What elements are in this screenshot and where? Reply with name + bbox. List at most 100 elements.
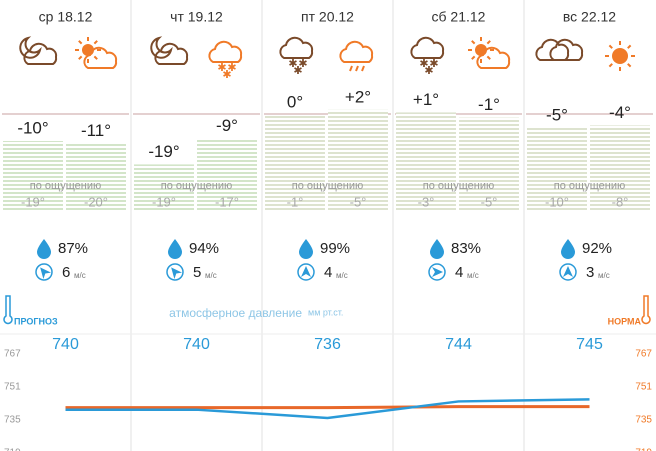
temp-bar (66, 143, 126, 212)
pressure-value: 740 (52, 336, 79, 353)
wind-arrow (432, 267, 443, 277)
wind-unit: м/с (205, 271, 217, 280)
wind-circle (166, 263, 184, 281)
thermometer-icon (641, 295, 651, 325)
wind-circle (559, 263, 577, 281)
pressure-value: 736 (314, 336, 341, 353)
snowflake: ✱ (288, 58, 297, 70)
moon (19, 36, 42, 59)
feels-like: -1° (287, 194, 304, 209)
drop-icon (37, 239, 51, 259)
wind-speed: 3 (586, 264, 594, 281)
wind-unit: м/с (336, 271, 348, 280)
sun-ray (627, 63, 632, 68)
temp-label: -11° (81, 121, 111, 140)
snowflake: ✱ (429, 58, 438, 70)
cloud (154, 42, 189, 65)
date: вс 22.12 (563, 9, 616, 25)
cloud (410, 36, 445, 59)
cloud (23, 42, 58, 65)
snowflake: ✱ (222, 69, 231, 81)
feels-like: -19° (152, 194, 176, 209)
temp-bar (527, 128, 587, 212)
feels-caption: по ощущению (423, 180, 494, 192)
snowflake: ✱ (424, 65, 433, 77)
y-tick-label: 751 (4, 382, 21, 393)
wind-icon (428, 263, 446, 281)
humidity: 83% (451, 240, 481, 257)
drop-icon (561, 239, 575, 259)
wind-icon (166, 263, 184, 281)
date: чт 19.12 (170, 9, 223, 25)
temp-label: 0° (287, 92, 303, 111)
temp-bar (3, 141, 63, 212)
rain (349, 65, 365, 72)
sun-ray (93, 55, 98, 60)
thermometer-icon (3, 295, 13, 325)
cloud (83, 46, 118, 69)
wind-unit: м/с (467, 271, 479, 280)
feels-like: -5° (481, 194, 498, 209)
cloud (339, 40, 374, 63)
drop-icon (430, 239, 444, 259)
cloud (549, 38, 584, 61)
temp-bar (134, 164, 194, 212)
y2-tick-label: 735 (635, 415, 652, 426)
sun-ray (486, 55, 491, 60)
temp-bar (396, 112, 456, 212)
feels-like: -10° (545, 194, 569, 209)
sun-ray (78, 55, 83, 60)
wind-speed: 4 (324, 264, 332, 281)
temp-label: +1° (413, 90, 439, 109)
day-column: чт 19.12 ✱ ✱✱ -19° -19° -9° -17° по ощущению 94%… (133, 9, 260, 281)
norm-line (65, 405, 590, 410)
sun-ray (486, 40, 491, 45)
wind-unit: м/с (74, 271, 86, 280)
wind-arrow (171, 267, 183, 280)
y2-tick-label: 767 (635, 349, 652, 360)
wind-arrow (40, 267, 52, 280)
feels-like: -5° (350, 194, 367, 209)
cloud (476, 46, 511, 69)
sun-ray (608, 44, 613, 49)
day-column: вс 22.12 -5° -10° -4° -8° по ощущению 92% 3 м/с (526, 9, 653, 281)
wind-speed: 4 (455, 264, 463, 281)
humidity: 92% (582, 240, 612, 257)
humidity: 99% (320, 240, 350, 257)
temp-bar (459, 117, 519, 212)
snowflake: ✱ (419, 58, 428, 70)
temp-bar (590, 125, 650, 212)
temp-bar (265, 115, 325, 212)
feels-like: -3° (418, 194, 435, 209)
sun (612, 48, 628, 64)
y2-tick-label: 719 (635, 448, 652, 451)
wind-circle (35, 263, 53, 281)
wind-speed: 5 (193, 264, 201, 281)
moon (150, 36, 173, 59)
snowflake: ✱ (293, 65, 302, 77)
feels-caption: по ощущению (30, 180, 101, 192)
wind-unit: м/с (598, 271, 610, 280)
y-tick-label: 735 (4, 415, 21, 426)
wind-arrow (301, 266, 311, 277)
wind-speed: 6 (62, 264, 70, 281)
wind-icon (35, 263, 53, 281)
sun-ray (78, 40, 83, 45)
snowflake: ✱ (217, 62, 226, 74)
humidity: 87% (58, 240, 88, 257)
wind-arrow (563, 266, 573, 277)
temp-label: -4° (609, 103, 631, 122)
temp-label: -19° (148, 142, 179, 161)
date: пт 20.12 (301, 9, 354, 25)
temp-bar (328, 109, 388, 212)
temp-label: -9° (216, 116, 238, 135)
temp-label: -5° (546, 105, 568, 124)
y2-tick-label: 751 (635, 382, 652, 393)
feels-like: -17° (215, 194, 239, 209)
date: ср 18.12 (39, 9, 93, 25)
pressure-value: 744 (445, 336, 472, 353)
drop-icon (168, 239, 182, 259)
wind-circle (297, 263, 315, 281)
temp-label: +2° (345, 87, 371, 106)
